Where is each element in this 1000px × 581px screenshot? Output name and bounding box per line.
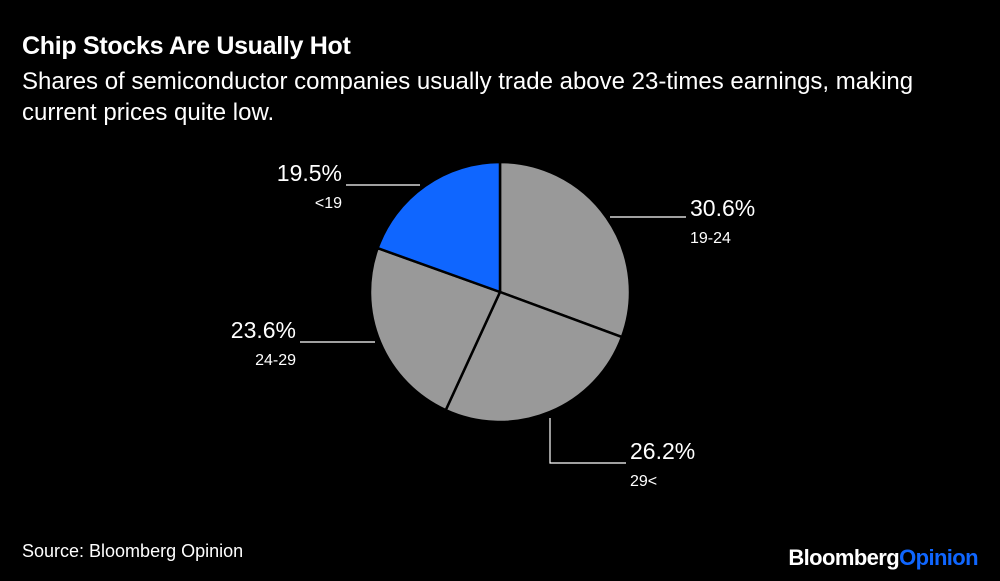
pie-slices: [368, 160, 632, 424]
pie-slice-19-24: [498, 160, 632, 339]
pie-slice-19: [376, 160, 502, 294]
pie-slice-24-29: [368, 246, 502, 412]
bloomberg-opinion-logo: BloombergOpinion: [788, 545, 978, 571]
brand-bloomberg: Bloomberg: [788, 545, 900, 570]
chart-title: Chip Stocks Are Usually Hot: [22, 32, 351, 60]
slice-category-label: <19: [315, 195, 342, 212]
slice-category-label: 24-29: [255, 352, 296, 369]
pie-slice-29: [444, 290, 624, 424]
slice-value-label: 19.5%: [277, 160, 342, 186]
slice-value-label: 23.6%: [231, 317, 296, 343]
source-note: Source: Bloomberg Opinion: [22, 541, 244, 561]
chart-subtitle: Shares of semiconductor companies usuall…: [22, 68, 914, 126]
slice-value-label: 30.6%: [690, 195, 755, 221]
slice-category-label: 29<: [630, 473, 657, 490]
slice-value-label: 26.2%: [630, 438, 695, 464]
leader-line: [549, 418, 626, 464]
slice-category-label: 19-24: [690, 230, 731, 247]
leader-lines: [300, 184, 686, 464]
brand-opinion: Opinion: [899, 545, 979, 570]
